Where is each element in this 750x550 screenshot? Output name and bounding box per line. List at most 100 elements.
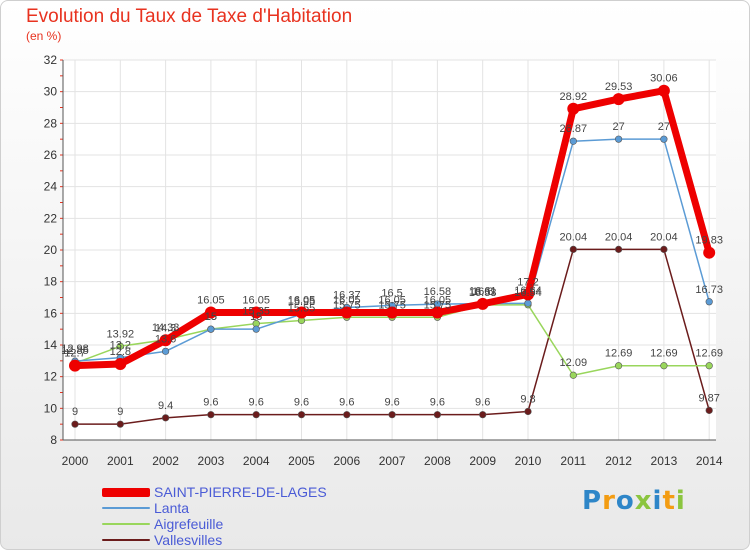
- y-tick-label: 16: [44, 306, 58, 320]
- y-tick-label: 22: [44, 211, 58, 225]
- data-point-vallesvilles: [660, 245, 668, 253]
- y-tick-label: 28: [44, 116, 58, 130]
- legend-item-saint-pierre[interactable]: SAINT-PIERRE-DE-LAGES: [102, 484, 327, 500]
- data-point-saint-pierre-de-lages: [431, 306, 444, 319]
- data-label-saint-pierre-de-lages: 16.05: [197, 295, 225, 307]
- logo-letter: i: [675, 486, 686, 516]
- x-tick-label: 2009: [469, 454, 496, 468]
- data-label-aigrefeuille: 12.09: [560, 357, 588, 369]
- data-point-saint-pierre-de-lages: [476, 297, 489, 310]
- data-label-aigrefeuille: 15.55: [288, 302, 316, 314]
- data-label-saint-pierre-de-lages: 12.7: [64, 348, 85, 360]
- data-label-aigrefeuille: 12.69: [650, 348, 678, 360]
- y-tick-label: 18: [44, 275, 58, 289]
- data-label-vallesvilles: 9.6: [475, 397, 490, 409]
- data-point-vallesvilles: [297, 411, 306, 419]
- data-label-vallesvilles: 9.6: [384, 397, 399, 409]
- data-point-saint-pierre-de-lages: [703, 246, 716, 259]
- data-label-saint-pierre-de-lages: 28.92: [560, 91, 588, 103]
- x-tick-label: 2003: [198, 454, 225, 468]
- data-label-vallesvilles: 20.04: [650, 231, 678, 243]
- data-point-saint-pierre-de-lages: [204, 306, 217, 319]
- x-tick-label: 2007: [379, 454, 406, 468]
- x-tick-label: 2006: [333, 454, 360, 468]
- data-point-vallesvilles: [705, 406, 713, 414]
- data-point-saint-pierre-de-lages: [657, 84, 670, 97]
- data-label-vallesvilles: 20.04: [560, 231, 588, 243]
- logo-letter: o: [615, 486, 635, 516]
- y-tick-label: 12: [44, 370, 58, 384]
- data-label-saint-pierre-de-lages: 19.83: [695, 235, 723, 247]
- y-tick-label: 14: [44, 338, 58, 352]
- legend-item-lanta[interactable]: Lanta: [102, 500, 327, 516]
- data-point-vallesvilles: [433, 411, 442, 419]
- data-label-aigrefeuille: 14.33: [152, 322, 180, 334]
- data-label-saint-pierre-de-lages: 16.05: [333, 295, 361, 307]
- data-label-vallesvilles: 9.4: [158, 400, 173, 412]
- data-label-saint-pierre-de-lages: 30.06: [650, 73, 678, 85]
- data-point-vallesvilles: [162, 414, 170, 422]
- data-label-saint-pierre-de-lages: 29.53: [605, 81, 633, 93]
- data-label-saint-pierre-de-lages: 16.05: [242, 295, 270, 307]
- data-point-vallesvilles: [479, 411, 487, 419]
- data-label-aigrefeuille: 13.92: [107, 328, 135, 340]
- data-label-vallesvilles: 9.6: [249, 397, 264, 409]
- data-label-lanta: 27: [612, 121, 624, 133]
- y-tick-label: 24: [44, 180, 58, 194]
- data-point-lanta: [524, 299, 532, 307]
- data-label-vallesvilles: 9.8: [520, 394, 535, 406]
- legend-item-vallesvilles[interactable]: Vallesvilles: [102, 532, 327, 548]
- x-tick-label: 2008: [424, 454, 451, 468]
- data-label-lanta: 15: [250, 311, 262, 323]
- data-point-vallesvilles: [343, 411, 351, 419]
- legend-label: Vallesvilles: [154, 532, 223, 548]
- data-label-lanta: 15: [205, 311, 217, 323]
- data-point-vallesvilles: [116, 420, 124, 428]
- data-point-saint-pierre-de-lages: [522, 288, 534, 301]
- data-label-vallesvilles: 9: [117, 406, 123, 418]
- data-label-lanta: 27: [658, 121, 670, 133]
- y-tick-label: 8: [50, 433, 57, 447]
- data-label-lanta: 16.73: [695, 284, 723, 296]
- data-point-saint-pierre-de-lages: [567, 102, 580, 115]
- data-label-saint-pierre-de-lages: 16.05: [424, 295, 452, 307]
- data-label-aigrefeuille: 15.75: [378, 299, 406, 311]
- data-point-lanta: [705, 298, 713, 306]
- logo-letter: i: [652, 486, 663, 516]
- data-label-lanta: 16.61: [469, 286, 497, 298]
- legend-swatch: [102, 539, 150, 541]
- x-tick-label: 2001: [107, 454, 134, 468]
- data-point-aigrefeuille: [705, 362, 713, 370]
- data-label-aigrefeuille: 12.69: [695, 348, 723, 360]
- x-tick-label: 2005: [288, 454, 315, 468]
- data-label-saint-pierre-de-lages: 16.6: [472, 286, 493, 298]
- data-label-saint-pierre-de-lages: 16.05: [288, 295, 316, 307]
- logo-letter: P: [582, 486, 603, 516]
- data-label-vallesvilles: 9.6: [339, 397, 354, 409]
- legend-item-aigrefeuille[interactable]: Aigrefeuille: [102, 516, 327, 532]
- logo-letter: r: [602, 486, 616, 516]
- logo-letter: t: [662, 486, 676, 516]
- data-point-vallesvilles: [388, 411, 396, 419]
- x-tick-label: 2014: [696, 454, 723, 468]
- data-label-lanta: 16.5: [381, 287, 402, 299]
- data-point-vallesvilles: [252, 411, 260, 419]
- data-point-lanta: [252, 325, 260, 333]
- legend-swatch: [102, 507, 150, 509]
- proxiti-logo: Proxiti: [582, 486, 686, 516]
- chart-title: Evolution du Taux de Taxe d'Habitation: [26, 6, 353, 27]
- data-point-saint-pierre-de-lages: [114, 358, 127, 370]
- data-label-lanta: 13.6: [155, 333, 176, 345]
- legend-swatch: [102, 487, 150, 497]
- data-label-aigrefeuille: 15: [205, 311, 217, 323]
- legend-label: Aigrefeuille: [154, 516, 224, 532]
- data-label-aigrefeuille: 12.85: [61, 345, 89, 357]
- data-point-vallesvilles: [569, 245, 577, 253]
- data-label-aigrefeuille: 15.35: [242, 306, 270, 318]
- x-tick-label: 2002: [152, 454, 179, 468]
- data-label-vallesvilles: 9: [72, 406, 78, 418]
- legend: SAINT-PIERRE-DE-LAGES Lanta Aigrefeuille…: [102, 484, 327, 548]
- data-label-saint-pierre-de-lages: 14.3: [155, 322, 176, 334]
- data-label-saint-pierre-de-lages: 12.8: [110, 346, 131, 358]
- data-label-aigrefeuille: 15.75: [424, 299, 452, 311]
